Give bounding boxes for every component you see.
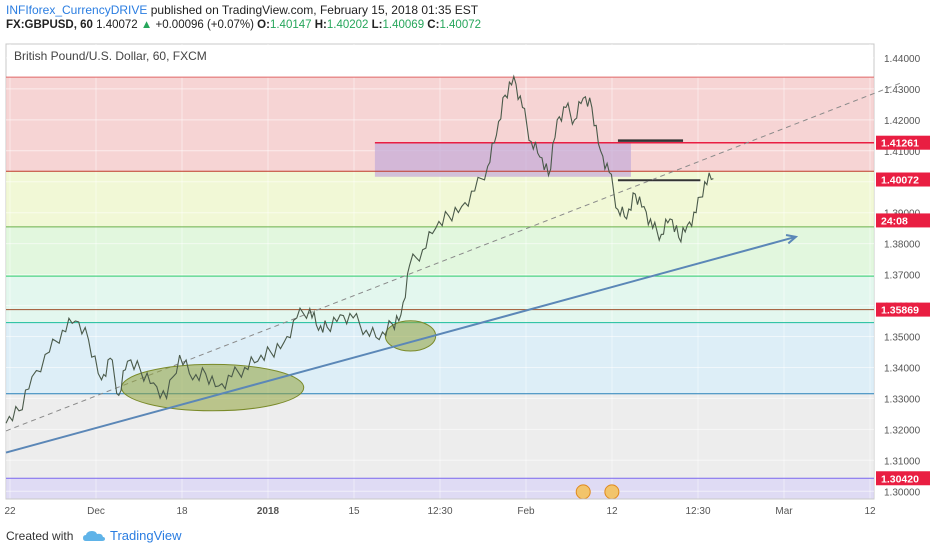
support-trendline <box>5 235 797 454</box>
high-label: H: <box>314 19 327 31</box>
x-tick-label: 12:30 <box>685 506 710 517</box>
price-label-box <box>876 213 930 228</box>
zone-band <box>6 478 874 499</box>
close-value: 1.40072 <box>439 19 482 31</box>
trendline-arrowhead <box>785 234 799 245</box>
high-value: 1.40202 <box>326 19 369 31</box>
low-label: L: <box>371 19 383 31</box>
price-label-text: 1.35869 <box>881 305 919 317</box>
highlight-ellipse <box>120 363 305 412</box>
change-value: +0.00096 (+0.07%) <box>155 19 254 31</box>
change-arrow-icon: ▲ <box>140 19 153 31</box>
dashed-trendline <box>5 82 901 432</box>
zone-band <box>6 393 874 479</box>
y-tick-label: 1.33000 <box>884 394 921 405</box>
zone-band <box>6 226 874 277</box>
x-tick-label: 12 <box>606 506 618 517</box>
x-tick-label: 12 <box>864 506 876 517</box>
low-value: 1.40069 <box>382 19 425 31</box>
price-chart[interactable]: British Pound/U.S. Dollar, 60, FXCM 1.300… <box>0 36 932 520</box>
price-label-text: 24:08 <box>881 215 908 227</box>
y-tick-label: 1.35000 <box>884 333 921 344</box>
news-event-icon <box>604 484 620 500</box>
y-tick-label: 1.41000 <box>884 147 921 158</box>
zone-band <box>6 171 874 227</box>
x-tick-label: 18 <box>176 506 188 517</box>
y-tick-label: 1.42000 <box>884 116 921 127</box>
ohlc-bar: FX:GBPUSD, 60 1.40072 ▲ +0.00096 (+0.07%… <box>6 19 481 31</box>
price-label-text: 1.30420 <box>881 473 919 485</box>
y-tick-label: 1.38000 <box>884 240 921 251</box>
published-text: published on TradingView.com, February 1… <box>150 3 479 17</box>
y-tick-label: 1.32000 <box>884 425 921 436</box>
y-tick-label: 1.34000 <box>884 363 921 374</box>
price-label-box <box>876 172 930 187</box>
x-tick-label: 12:30 <box>427 506 452 517</box>
x-tick-label: 15 <box>348 506 360 517</box>
footer: Created with TradingView <box>0 520 932 550</box>
zone-band <box>6 276 874 323</box>
last-price: 1.40072 <box>96 19 138 31</box>
chart-title: British Pound/U.S. Dollar, 60, FXCM <box>14 49 207 63</box>
y-tick-label: 1.31000 <box>884 456 921 467</box>
x-tick-label: Dec <box>87 506 105 517</box>
tradingview-cloud-icon <box>83 531 105 541</box>
close-label: C: <box>427 19 440 31</box>
x-tick-label: 22 <box>4 506 16 517</box>
x-tick-label: 2018 <box>257 506 280 517</box>
y-tick-label: 1.30000 <box>884 487 921 498</box>
publish-info: INFIforex_CurrencyDRIVE published on Tra… <box>6 3 478 17</box>
x-tick-label: Mar <box>775 506 793 517</box>
y-tick-label: 1.43000 <box>884 85 921 96</box>
price-series <box>5 74 714 424</box>
tradingview-logo[interactable]: TradingView <box>110 528 182 543</box>
price-label-text: 1.41261 <box>881 138 919 150</box>
open-label: O: <box>257 19 270 31</box>
price-label-text: 1.40072 <box>881 175 919 187</box>
news-event-icon <box>575 484 591 500</box>
price-label-box <box>876 471 930 486</box>
open-value: 1.40147 <box>269 19 312 31</box>
price-label-box <box>876 135 930 150</box>
author-link[interactable]: INFIforex_CurrencyDRIVE <box>6 3 148 17</box>
y-tick-label: 1.44000 <box>884 54 921 65</box>
x-tick-label: Feb <box>517 506 535 517</box>
symbol-label: FX:GBPUSD, 60 <box>6 19 93 31</box>
created-with-text: Created with <box>6 529 74 543</box>
price-label-box <box>876 302 930 317</box>
y-tick-label: 1.37000 <box>884 271 921 282</box>
